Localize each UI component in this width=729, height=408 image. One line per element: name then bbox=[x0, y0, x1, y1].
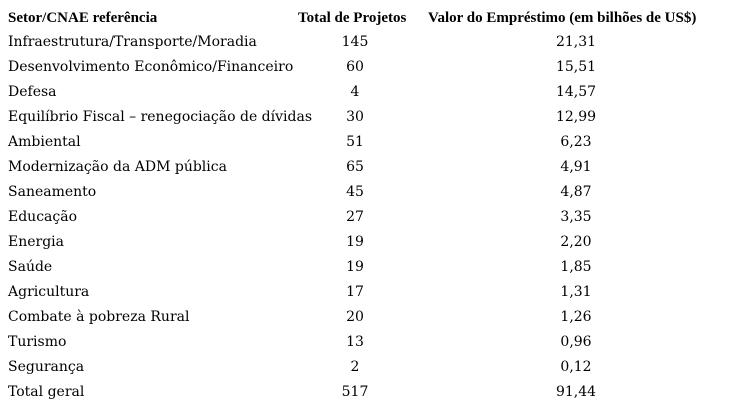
setor-cell: Energia bbox=[8, 234, 64, 250]
setor-cell: Modernização da ADM pública bbox=[8, 159, 227, 175]
total-projetos-cell: 517 bbox=[341, 384, 369, 400]
valor-emprestimo-cell: 91,44 bbox=[555, 384, 597, 400]
setor-cell: Defesa bbox=[8, 84, 57, 100]
table-total-row: Total geral 517 91,44 bbox=[0, 380, 729, 405]
total-projetos-cell: 19 bbox=[346, 259, 364, 275]
setor-cell: Turismo bbox=[8, 334, 67, 350]
total-projetos-cell: 13 bbox=[346, 334, 364, 350]
total-projetos-cell: 30 bbox=[346, 109, 364, 125]
total-projetos-cell: 2 bbox=[350, 359, 360, 375]
total-projetos-cell: 145 bbox=[341, 34, 369, 50]
table-row: Segurança 2 0,12 bbox=[0, 355, 729, 380]
table-row: Saúde 19 1,85 bbox=[0, 255, 729, 280]
table-row: Infraestrutura/Transporte/Moradia 145 21,3… bbox=[0, 30, 729, 55]
valor-emprestimo-cell: 3,35 bbox=[560, 209, 592, 225]
valor-emprestimo-cell: 1,85 bbox=[560, 259, 592, 275]
valor-emprestimo-cell: 14,57 bbox=[555, 84, 597, 100]
table-row: Saneamento 45 4,87 bbox=[0, 180, 729, 205]
valor-emprestimo-cell: 15,51 bbox=[555, 59, 597, 75]
header-setor: Setor/CNAE referência bbox=[8, 10, 158, 26]
total-projetos-cell: 60 bbox=[346, 59, 364, 75]
valor-emprestimo-cell: 12,99 bbox=[555, 109, 597, 125]
header-valor-emprestimo: Valor do Empréstimo (em bilhões de US$) bbox=[428, 10, 697, 26]
valor-emprestimo-cell: 21,31 bbox=[555, 34, 597, 50]
table-row: Equilíbrio Fiscal – renegociação de dívi… bbox=[0, 105, 729, 130]
setor-cell: Infraestrutura/Transporte/Moradia bbox=[8, 34, 257, 50]
table-row: Combate à pobreza Rural 20 1,26 bbox=[0, 305, 729, 330]
setor-cell: Combate à pobreza Rural bbox=[8, 309, 190, 325]
setor-cell: Saneamento bbox=[8, 184, 97, 200]
valor-emprestimo-cell: 4,91 bbox=[560, 159, 592, 175]
valor-emprestimo-cell: 1,31 bbox=[560, 284, 592, 300]
setor-cell: Saúde bbox=[8, 259, 53, 275]
table-row: Energia 19 2,20 bbox=[0, 230, 729, 255]
table-row: Defesa 4 14,57 bbox=[0, 80, 729, 105]
total-projetos-cell: 17 bbox=[346, 284, 364, 300]
total-projetos-cell: 27 bbox=[346, 209, 364, 225]
total-projetos-cell: 65 bbox=[346, 159, 364, 175]
valor-emprestimo-cell: 6,23 bbox=[560, 134, 592, 150]
valor-emprestimo-cell: 0,96 bbox=[560, 334, 592, 350]
setor-cell: Educação bbox=[8, 209, 78, 225]
setor-cell: Segurança bbox=[8, 359, 85, 375]
setor-cell: Ambiental bbox=[8, 134, 81, 150]
total-projetos-cell: 4 bbox=[350, 84, 360, 100]
table-row: Modernização da ADM pública 65 4,91 bbox=[0, 155, 729, 180]
table-row: Agricultura 17 1,31 bbox=[0, 280, 729, 305]
table-row: Ambiental 51 6,23 bbox=[0, 130, 729, 155]
header-total-projetos: Total de Projetos bbox=[298, 10, 407, 26]
setor-cell: Equilíbrio Fiscal – renegociação de dívi… bbox=[8, 109, 313, 125]
setor-cell: Desenvolvimento Econômico/Financeiro bbox=[8, 59, 294, 75]
valor-emprestimo-cell: 4,87 bbox=[560, 184, 592, 200]
total-projetos-cell: 45 bbox=[346, 184, 364, 200]
valor-emprestimo-cell: 2,20 bbox=[560, 234, 592, 250]
total-projetos-cell: 51 bbox=[346, 134, 364, 150]
valor-emprestimo-cell: 1,26 bbox=[560, 309, 592, 325]
total-projetos-cell: 19 bbox=[346, 234, 364, 250]
setor-cell: Total geral bbox=[8, 384, 85, 400]
valor-emprestimo-cell: 0,12 bbox=[560, 359, 592, 375]
table-row: Turismo 13 0,96 bbox=[0, 330, 729, 355]
table-row: Educação 27 3,35 bbox=[0, 205, 729, 230]
total-projetos-cell: 20 bbox=[346, 309, 364, 325]
setor-cell: Agricultura bbox=[8, 284, 90, 300]
table-body: Infraestrutura/Transporte/Moradia 145 21,3… bbox=[0, 30, 729, 405]
table-row: Desenvolvimento Econômico/Financeiro 60 15… bbox=[0, 55, 729, 80]
